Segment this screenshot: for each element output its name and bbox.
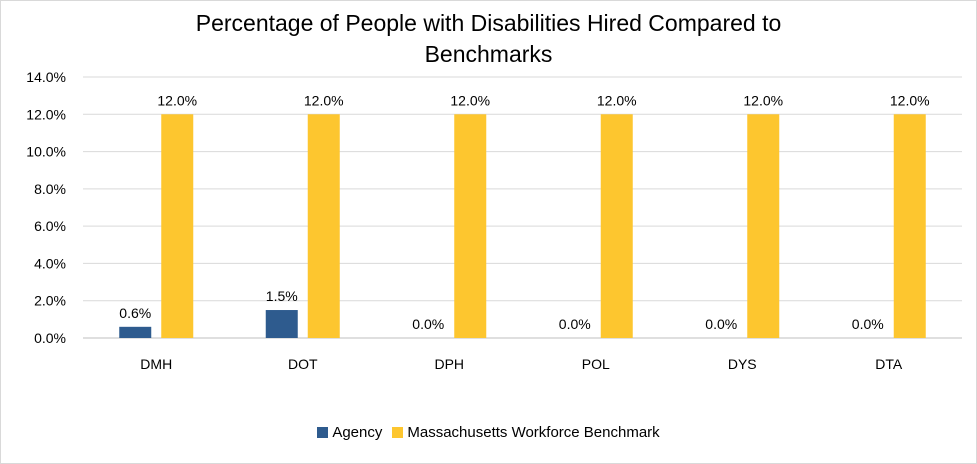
- x-tick-label: DPH: [434, 356, 464, 372]
- legend-label-benchmark: Massachusetts Workforce Benchmark: [407, 424, 660, 441]
- agency-data-label: 0.6%: [119, 305, 151, 321]
- benchmark-data-label: 12.0%: [890, 92, 930, 108]
- x-tick-label: DOT: [288, 356, 318, 372]
- benchmark-bar: [307, 114, 340, 339]
- agency-data-label: 0.0%: [852, 316, 884, 332]
- agency-bar: [265, 310, 298, 338]
- benchmark-data-label: 12.0%: [597, 92, 637, 108]
- legend-swatch-agency: [317, 427, 329, 438]
- x-tick-label: DYS: [728, 356, 757, 372]
- benchmark-data-label: 12.0%: [157, 92, 197, 108]
- legend-item-agency: Agency: [317, 424, 382, 441]
- legend: Agency Massachusetts Workforce Benchmark: [0, 424, 977, 441]
- y-tick-label: 0.0%: [34, 330, 66, 346]
- benchmark-bar: [454, 114, 487, 339]
- chart-title-line-1: Percentage of People with Disabilities H…: [195, 10, 782, 36]
- y-tick-label: 12.0%: [26, 106, 66, 122]
- y-tick-label: 2.0%: [34, 293, 66, 309]
- agency-bar: [119, 326, 152, 338]
- agency-data-label: 0.0%: [412, 316, 444, 332]
- benchmark-bar: [600, 114, 633, 339]
- y-tick-label: 10.0%: [26, 144, 66, 160]
- chart-title: Percentage of People with Disabilities H…: [0, 8, 977, 70]
- y-tick-label: 6.0%: [34, 218, 66, 234]
- benchmark-data-label: 12.0%: [304, 92, 344, 108]
- agency-data-label: 1.5%: [266, 288, 298, 304]
- chart-title-line-2: Benchmarks: [424, 41, 553, 67]
- legend-item-benchmark: Massachusetts Workforce Benchmark: [392, 424, 660, 441]
- agency-data-label: 0.0%: [559, 316, 591, 332]
- benchmark-bar: [747, 114, 780, 339]
- x-tick-label: POL: [582, 356, 610, 372]
- y-tick-label: 8.0%: [34, 181, 66, 197]
- benchmark-data-label: 12.0%: [450, 92, 490, 108]
- y-tick-label: 14.0%: [26, 69, 66, 85]
- y-tick-label: 4.0%: [34, 255, 66, 271]
- benchmark-bar: [161, 114, 194, 339]
- benchmark-data-label: 12.0%: [743, 92, 783, 108]
- agency-data-label: 0.0%: [705, 316, 737, 332]
- x-tick-label: DTA: [875, 356, 903, 372]
- benchmark-bar: [893, 114, 926, 339]
- x-tick-label: DMH: [140, 356, 172, 372]
- legend-swatch-benchmark: [392, 427, 404, 438]
- legend-label-agency: Agency: [332, 424, 383, 441]
